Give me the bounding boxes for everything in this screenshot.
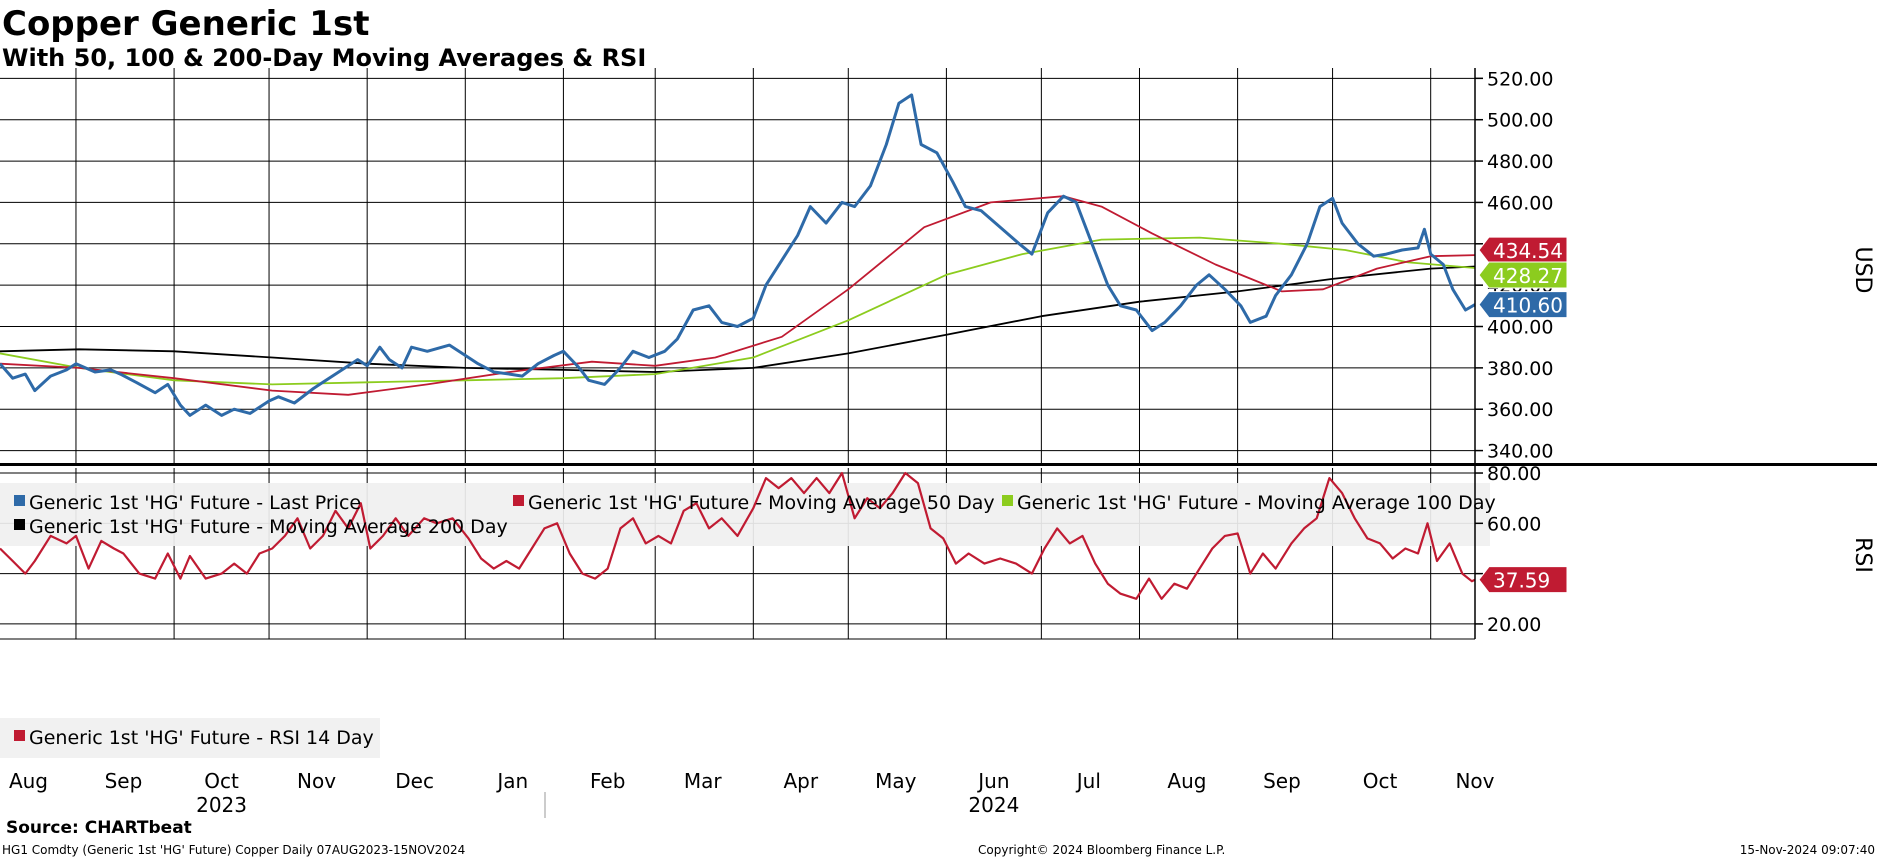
last-value-tag bbox=[1478, 566, 1568, 594]
x-tick-label: Jan bbox=[495, 769, 528, 793]
y-tick-label: 360.00 bbox=[1487, 399, 1553, 421]
x-tick-label: Apr bbox=[784, 769, 819, 793]
legend-label: Generic 1st 'HG' Future - RSI 14 Day bbox=[29, 727, 374, 749]
panel-divider bbox=[0, 463, 1877, 466]
y-tick-label: 380.00 bbox=[1487, 358, 1553, 380]
series-line-ma100 bbox=[0, 236, 1476, 386]
legend-swatch bbox=[14, 519, 25, 530]
legend-swatch bbox=[14, 495, 25, 506]
x-year-label: 2023 bbox=[196, 793, 247, 817]
x-tick-label: Jul bbox=[1075, 769, 1101, 793]
last-value-label: 410.60 bbox=[1493, 294, 1563, 318]
chart-title: Copper Generic 1st bbox=[2, 4, 370, 44]
y-tick-label: 400.00 bbox=[1487, 317, 1553, 339]
y-tick-label: 20.00 bbox=[1487, 614, 1541, 636]
last-value-tag bbox=[1478, 291, 1568, 319]
last-value-label: 434.54 bbox=[1493, 239, 1563, 263]
y-tick-label: 60.00 bbox=[1487, 513, 1541, 535]
last-value-label: 428.27 bbox=[1493, 264, 1563, 288]
legend-label: Generic 1st 'HG' Future - Moving Average… bbox=[29, 516, 508, 538]
x-tick-label: Nov bbox=[297, 769, 336, 793]
last-value-label: 37.59 bbox=[1493, 569, 1550, 593]
legend-background bbox=[0, 483, 1490, 758]
x-tick-label: Nov bbox=[1455, 769, 1494, 793]
y-axis-title: RSI bbox=[1850, 537, 1875, 573]
x-tick-label: Oct bbox=[204, 769, 239, 793]
y-tick-label: 80.00 bbox=[1487, 463, 1541, 485]
x-tick-label: Oct bbox=[1363, 769, 1398, 793]
series-line-ma50 bbox=[0, 195, 1476, 396]
price-legend-box bbox=[0, 483, 1490, 546]
legend-label: Generic 1st 'HG' Future - Moving Average… bbox=[528, 492, 995, 514]
x-year-label: 2024 bbox=[968, 793, 1019, 817]
y-tick-label: 520.00 bbox=[1487, 68, 1553, 90]
footer-ticker: HG1 Comdty (Generic 1st 'HG' Future) Cop… bbox=[2, 843, 466, 857]
y-axis-title: USD bbox=[1850, 246, 1875, 293]
x-tick-label: Jun bbox=[976, 769, 1009, 793]
legends: Generic 1st 'HG' Future - Last Price Gene… bbox=[14, 492, 1496, 749]
legend-swatch bbox=[14, 730, 25, 741]
x-tick-label: May bbox=[875, 769, 917, 793]
footer-timestamp: 15-Nov-2024 09:07:40 bbox=[1739, 843, 1875, 857]
y-tick-label: 480.00 bbox=[1487, 151, 1553, 173]
legend-swatch bbox=[1002, 495, 1013, 506]
last-value-tag bbox=[1478, 261, 1568, 289]
x-tick-label: Aug bbox=[9, 769, 48, 793]
series-line-ma200 bbox=[0, 265, 1476, 373]
legend-label: Generic 1st 'HG' Future - Moving Average… bbox=[1017, 492, 1496, 514]
y-tick-label: 460.00 bbox=[1487, 192, 1553, 214]
legend-swatch bbox=[513, 495, 524, 506]
source-label: Source: CHARTbeat bbox=[6, 818, 192, 838]
footer-copyright: Copyright© 2024 Bloomberg Finance L.P. bbox=[978, 843, 1226, 857]
legend-label: Generic 1st 'HG' Future - Last Price bbox=[29, 492, 361, 514]
y-tick-label: 500.00 bbox=[1487, 110, 1553, 132]
last-value-tag bbox=[1478, 236, 1568, 264]
x-tick-label: Sep bbox=[1263, 769, 1301, 793]
x-tick-label: Feb bbox=[590, 769, 625, 793]
x-tick-label: Sep bbox=[105, 769, 143, 793]
series-line-rsi bbox=[0, 471, 1476, 600]
x-tick-label: Aug bbox=[1167, 769, 1206, 793]
chart-subtitle: With 50, 100 & 200-Day Moving Averages &… bbox=[2, 44, 647, 72]
y-tick-label: 340.00 bbox=[1487, 441, 1553, 463]
series-lines bbox=[0, 93, 1476, 600]
rsi-legend-box bbox=[0, 718, 380, 758]
series-line-price bbox=[0, 93, 1476, 417]
x-tick-label: Mar bbox=[684, 769, 723, 793]
x-tick-label: Dec bbox=[395, 769, 434, 793]
axes: 340.00360.00380.00400.00420.00440.00460.… bbox=[0, 68, 1877, 818]
